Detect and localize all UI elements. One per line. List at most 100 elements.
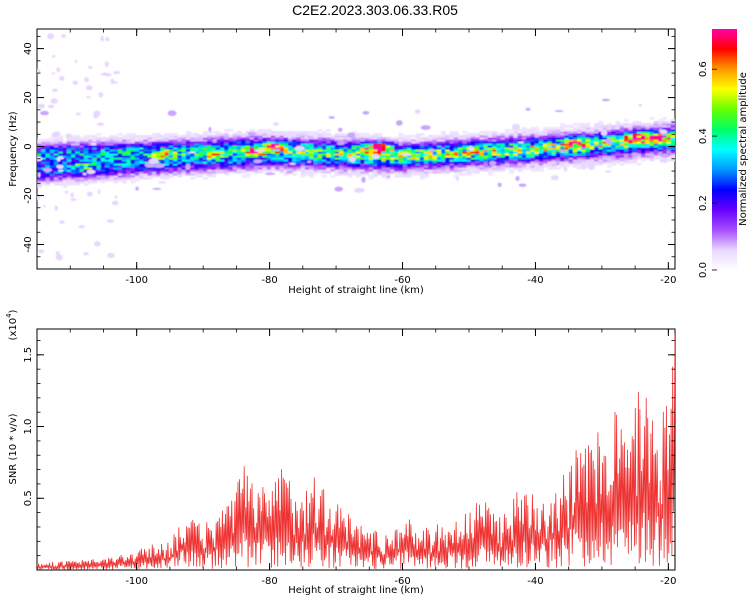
heatmap-cell bbox=[670, 119, 675, 122]
heatmap-cell bbox=[83, 167, 89, 170]
heatmap-noise bbox=[86, 96, 91, 99]
heatmap-cell bbox=[381, 163, 387, 166]
heatmap-cell bbox=[543, 153, 548, 156]
heatmap-noise bbox=[304, 135, 309, 139]
heatmap-cell bbox=[296, 151, 302, 154]
heatmap-cell bbox=[321, 159, 327, 162]
heatmap-cell bbox=[347, 167, 353, 170]
heatmap-cell bbox=[253, 141, 259, 144]
heatmap-cell bbox=[458, 151, 463, 154]
heatmap-cell bbox=[279, 151, 285, 154]
heatmap-cell bbox=[364, 167, 370, 170]
heatmap-cell bbox=[147, 169, 153, 172]
heatmap-cell bbox=[441, 153, 446, 156]
heatmap-cell bbox=[436, 151, 442, 154]
heatmap-cell bbox=[309, 133, 315, 136]
heatmap-noise bbox=[456, 175, 459, 182]
heatmap-cell bbox=[71, 161, 76, 164]
heatmap-cell bbox=[504, 149, 510, 152]
heatmap-cell bbox=[453, 155, 459, 158]
heatmap-cell bbox=[45, 183, 51, 186]
heatmap-cell bbox=[368, 153, 374, 156]
heatmap-cell bbox=[100, 167, 106, 170]
heatmap-noise bbox=[64, 190, 69, 194]
heatmap-cell bbox=[577, 151, 583, 154]
heatmap-cell bbox=[364, 147, 370, 150]
heatmap-cell bbox=[338, 163, 344, 166]
heatmap-cell bbox=[245, 165, 251, 168]
heatmap-cell bbox=[619, 141, 625, 144]
heatmap-cell bbox=[479, 155, 485, 158]
heatmap-cell bbox=[232, 137, 238, 140]
heatmap-cell bbox=[628, 149, 634, 152]
heatmap-cell bbox=[645, 145, 651, 148]
heatmap-cell bbox=[83, 155, 89, 158]
heatmap-cell bbox=[373, 133, 378, 136]
heatmap-cell bbox=[640, 159, 646, 162]
heatmap-cell bbox=[555, 151, 561, 154]
heatmap-cell bbox=[509, 141, 514, 144]
heatmap-cell bbox=[321, 165, 327, 168]
heatmap-cell bbox=[470, 165, 476, 168]
heatmap-noise bbox=[158, 181, 167, 184]
heatmap-cell bbox=[568, 145, 574, 148]
heatmap-cell bbox=[466, 141, 472, 144]
heatmap-cell bbox=[211, 143, 217, 146]
heatmap-cell bbox=[564, 149, 570, 152]
heatmap-cell bbox=[190, 163, 195, 166]
heatmap-cell bbox=[602, 135, 608, 138]
heatmap-cell bbox=[619, 127, 625, 130]
heatmap-cell bbox=[92, 141, 98, 144]
heatmap-cell bbox=[130, 147, 136, 150]
heatmap-noise bbox=[38, 249, 44, 254]
heatmap-cell bbox=[54, 147, 59, 150]
heatmap-cell bbox=[338, 161, 344, 164]
heatmap-cell bbox=[509, 133, 514, 136]
heatmap-cell bbox=[534, 143, 540, 146]
heatmap-cell bbox=[636, 151, 642, 154]
heatmap-cell bbox=[215, 155, 221, 158]
heatmap-cell bbox=[253, 169, 259, 172]
heatmap-cell bbox=[253, 145, 259, 148]
heatmap-cell bbox=[202, 149, 208, 152]
heatmap-cell bbox=[419, 137, 425, 140]
heatmap-cell bbox=[211, 131, 217, 134]
heatmap-cell bbox=[194, 173, 200, 176]
heatmap-cell bbox=[517, 147, 523, 150]
heatmap-cell bbox=[538, 149, 544, 152]
heatmap-cell bbox=[258, 141, 264, 144]
heatmap-cell bbox=[96, 163, 102, 166]
heatmap-cell bbox=[151, 143, 157, 146]
heatmap-cell bbox=[156, 155, 161, 158]
heatmap-cell bbox=[304, 141, 310, 144]
heatmap-cell bbox=[198, 167, 204, 170]
heatmap-noise bbox=[94, 241, 101, 247]
heatmap-cell bbox=[509, 169, 514, 172]
heatmap-cell bbox=[105, 145, 110, 148]
heatmap-cell bbox=[253, 135, 259, 138]
heatmap-cell bbox=[589, 149, 595, 152]
heatmap-cell bbox=[449, 159, 455, 162]
heatmap-cell bbox=[628, 145, 634, 148]
heatmap-cell bbox=[54, 157, 59, 160]
heatmap-cell bbox=[130, 177, 136, 180]
heatmap-cell bbox=[228, 169, 234, 172]
heatmap-cell bbox=[134, 135, 140, 138]
heatmap-cell bbox=[139, 161, 144, 164]
heatmap-cell bbox=[394, 139, 400, 142]
heatmap-cell bbox=[407, 167, 412, 170]
heatmap-cell bbox=[479, 161, 485, 164]
heatmap-cell bbox=[75, 149, 81, 152]
heatmap-cell bbox=[66, 167, 72, 170]
heatmap-cell bbox=[449, 139, 455, 142]
heatmap-cell bbox=[126, 155, 132, 158]
heatmap-cell bbox=[564, 143, 570, 146]
heatmap-cell bbox=[130, 149, 136, 152]
heatmap-cell bbox=[96, 159, 102, 162]
heatmap-cell bbox=[88, 173, 93, 176]
heatmap-cell bbox=[126, 167, 132, 170]
heatmap-cell bbox=[640, 143, 646, 146]
heatmap-cell bbox=[258, 151, 264, 154]
heatmap-cell bbox=[585, 133, 591, 136]
heatmap-cell bbox=[330, 139, 336, 142]
